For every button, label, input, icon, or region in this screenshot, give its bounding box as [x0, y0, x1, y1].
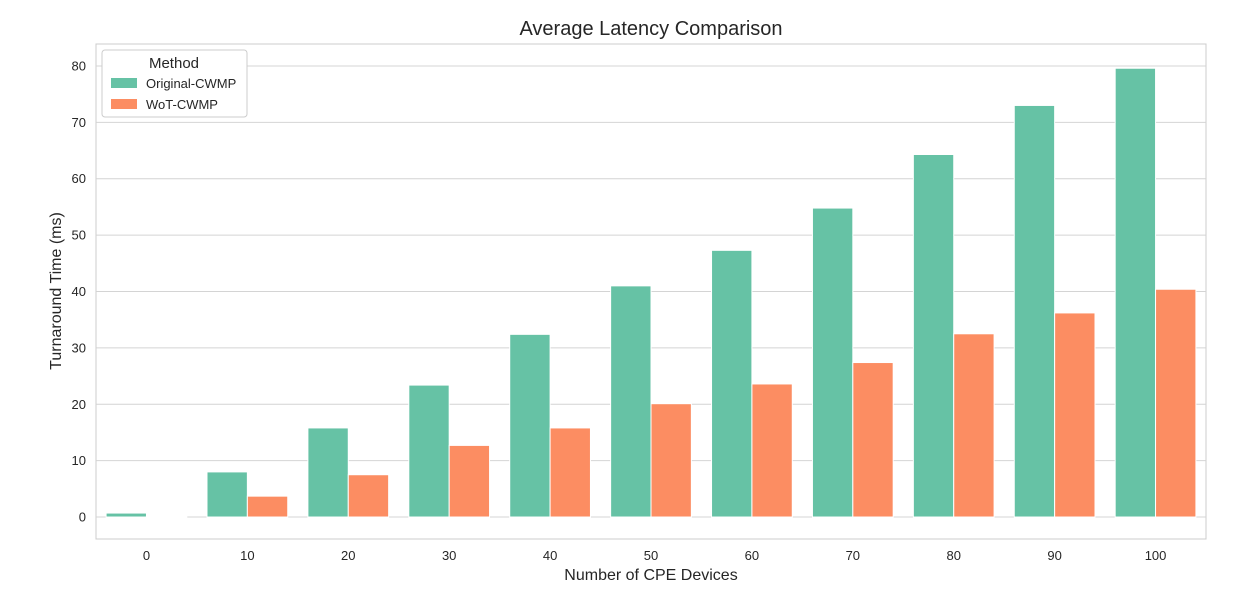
bar-original-cwmp-10: [206, 471, 248, 518]
x-tick-label: 20: [341, 548, 355, 563]
legend-label-wot-cwmp: WoT-CWMP: [146, 97, 218, 112]
legend-swatch-original-cwmp: [111, 78, 137, 88]
bar-wot-cwmp-50: [650, 403, 692, 518]
legend-box: [101, 49, 248, 118]
x-tick-label: 60: [745, 548, 759, 563]
bar-original-cwmp-20: [307, 427, 349, 518]
bar-wot-cwmp-100: [1155, 288, 1197, 518]
legend: Method Original-CWMP WoT-CWMP: [101, 49, 248, 118]
y-tick-label: 60: [72, 171, 86, 186]
x-tick-label: 70: [846, 548, 860, 563]
legend-swatch-wot-cwmp: [111, 99, 137, 109]
x-tick-label: 80: [946, 548, 960, 563]
chart-title: Average Latency Comparison: [519, 18, 782, 40]
bar-wot-cwmp-90: [1054, 312, 1096, 518]
x-tick-label: 30: [442, 548, 456, 563]
y-tick-label: 70: [72, 115, 86, 130]
bar-original-cwmp-80: [912, 154, 955, 518]
legend-title: Method: [149, 55, 199, 72]
bar-original-cwmp-50: [610, 285, 652, 518]
bar-wot-cwmp-10: [246, 495, 289, 518]
x-tick-label: 10: [240, 548, 254, 563]
bar-wot-cwmp-60: [751, 383, 793, 518]
bar-wot-cwmp-0: [145, 516, 188, 518]
bar-original-cwmp-40: [509, 333, 551, 518]
bar-original-cwmp-0: [105, 512, 147, 518]
y-axis-label: Turnaround Time (ms): [48, 212, 65, 370]
y-tick-label: 80: [72, 58, 86, 73]
y-tick-label: 20: [72, 397, 86, 412]
y-tick-labels: 0 10 20 30 40 50 60 70 80: [72, 58, 86, 524]
bar-wot-cwmp-70: [852, 362, 894, 518]
bar-original-cwmp-90: [1013, 104, 1056, 518]
bar-wot-cwmp-80: [953, 333, 995, 518]
bar-original-cwmp-60: [711, 249, 753, 518]
legend-label-original-cwmp: Original-CWMP: [146, 76, 236, 91]
y-tick-label: 10: [72, 453, 86, 468]
bar-original-cwmp-70: [811, 207, 854, 518]
x-tick-labels: 0 10 20 30 40 50 60 70 80 90 100: [143, 548, 1167, 563]
x-tick-label: 0: [143, 548, 150, 563]
x-tick-label: 90: [1047, 548, 1061, 563]
y-tick-label: 40: [72, 284, 86, 299]
bar-original-cwmp-100: [1114, 67, 1157, 518]
y-tick-label: 0: [79, 510, 86, 525]
bar-wot-cwmp-20: [347, 474, 390, 518]
x-tick-label: 100: [1145, 548, 1167, 563]
x-tick-label: 50: [644, 548, 658, 563]
y-tick-label: 30: [72, 340, 86, 355]
y-tick-label: 50: [72, 228, 86, 243]
x-tick-label: 40: [543, 548, 557, 563]
x-axis-label: Number of CPE Devices: [564, 567, 737, 584]
bar-original-cwmp-30: [408, 384, 450, 518]
bar-wot-cwmp-40: [549, 427, 591, 518]
bar-wot-cwmp-30: [448, 444, 491, 518]
bars: [105, 67, 1197, 518]
